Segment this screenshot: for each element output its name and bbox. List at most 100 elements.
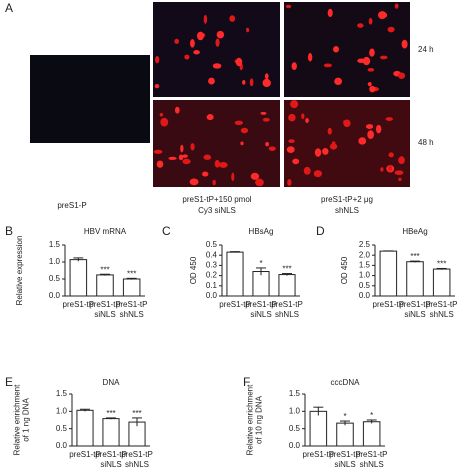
panel-label: D (316, 224, 325, 238)
x-tick-label: preS1-tP (63, 300, 95, 309)
chart-title: HBV mRNA (84, 227, 127, 236)
x-tick-label: preS1-tP (219, 300, 251, 309)
y-tick-label: 0.0 (56, 441, 68, 450)
cell-spot (286, 146, 295, 154)
cell-spot (208, 77, 215, 85)
cell-spot (154, 83, 160, 89)
cell-spot (174, 38, 180, 44)
cell-spot (203, 154, 212, 160)
significance: *** (100, 265, 109, 274)
cell-spot (375, 124, 382, 134)
significance: *** (106, 409, 115, 418)
cell-spot (240, 141, 244, 146)
cell-spot (327, 127, 332, 135)
bar (122, 278, 141, 297)
cell-spot (229, 15, 236, 22)
bar (432, 268, 451, 297)
cell-spot (333, 46, 340, 53)
cell-spot (202, 171, 209, 177)
significance: *** (410, 252, 419, 261)
bar (362, 421, 381, 447)
y-tick-label: 0.1 (206, 281, 218, 290)
bar (252, 271, 270, 297)
x-tick-label: siNLS (334, 460, 355, 469)
cell-spot (190, 143, 195, 151)
cell-spot (250, 172, 260, 180)
y-axis-label: Relative enrichment (13, 384, 22, 455)
cell-spot (212, 179, 216, 186)
chart-title: DNA (103, 378, 121, 387)
y-tick-label: 1.0 (56, 406, 68, 415)
y-tick-label: 0.3 (206, 261, 218, 270)
x-tick-label: shNLS (120, 310, 144, 319)
cell-spot (160, 117, 169, 127)
bar (69, 259, 88, 297)
cell-spot (159, 112, 164, 117)
x-tick-label: shNLS (360, 460, 384, 469)
cell-spot (401, 39, 408, 49)
cell-spot (168, 156, 177, 160)
cell-spot (235, 57, 243, 67)
cell-spot (218, 161, 228, 168)
y-axis-label: of 10 ng DNA (255, 395, 264, 444)
x-tick-label: shNLS (275, 310, 299, 319)
x-tick-label: preS1-tP (69, 450, 101, 459)
cell-spot (240, 127, 249, 134)
cell-spot (180, 144, 184, 153)
y-tick-label: 0.2 (206, 271, 218, 280)
cell-spot (290, 100, 299, 109)
x-tick-label: preS1-tP (426, 300, 458, 309)
significance: *** (127, 269, 136, 278)
cell-spot (265, 142, 270, 147)
x-tick-label: siNLS (94, 310, 115, 319)
cell-spot (367, 81, 372, 87)
cell-spot (246, 27, 250, 33)
y-axis-label: OD 450 (340, 256, 349, 284)
cell-spot (242, 80, 246, 85)
y-tick-label: 1.5 (56, 389, 68, 398)
cell-spot (388, 165, 393, 172)
cell-spot (301, 113, 305, 120)
cell-spot (182, 154, 188, 158)
cell-spot (378, 12, 388, 19)
bar (278, 274, 296, 297)
cell-spot (193, 50, 200, 55)
cell-spot (388, 152, 394, 158)
panel-label: E (5, 375, 13, 389)
cell-spot (203, 14, 208, 24)
bar (96, 274, 114, 297)
cell-spot (322, 148, 329, 155)
y-tick-label: 0.0 (49, 291, 61, 300)
x-tick-label: preS1-tP (89, 300, 121, 309)
cell-spot (178, 154, 184, 161)
y-tick-label: 0.5 (289, 424, 301, 433)
cell-spot (394, 3, 399, 9)
y-tick-label: 1.5 (49, 240, 61, 249)
cell-spot (212, 63, 222, 69)
cell-spot (398, 177, 402, 182)
time-label: 24 h (418, 45, 434, 54)
y-tick-label: 0.0 (289, 441, 301, 450)
cell-spot (291, 62, 297, 70)
y-tick-label: 0.0 (206, 291, 218, 300)
cell-spot (385, 117, 393, 121)
bar (309, 410, 328, 447)
cell-spot (154, 55, 160, 64)
cell-spot (358, 137, 367, 145)
time-label: 48 h (418, 138, 434, 147)
cell-spot (182, 158, 191, 165)
cell-spot (323, 63, 333, 68)
cell-spot (288, 139, 295, 144)
y-tick-label: 0.0 (359, 291, 371, 300)
y-tick-label: 2.0 (359, 250, 371, 259)
bar (336, 422, 354, 447)
image-caption: preS1-tP+2 μg (321, 195, 373, 204)
image-caption: preS1-tP+150 pmol (182, 195, 251, 204)
cell-spot (380, 167, 384, 172)
y-tick-label: 1.5 (289, 389, 301, 398)
y-tick-label: 0.5 (49, 274, 61, 283)
y-axis-label: of 1 ng DNA (22, 398, 31, 442)
cell-spot (367, 68, 375, 72)
y-axis-label: Relative enrichment (246, 384, 255, 455)
